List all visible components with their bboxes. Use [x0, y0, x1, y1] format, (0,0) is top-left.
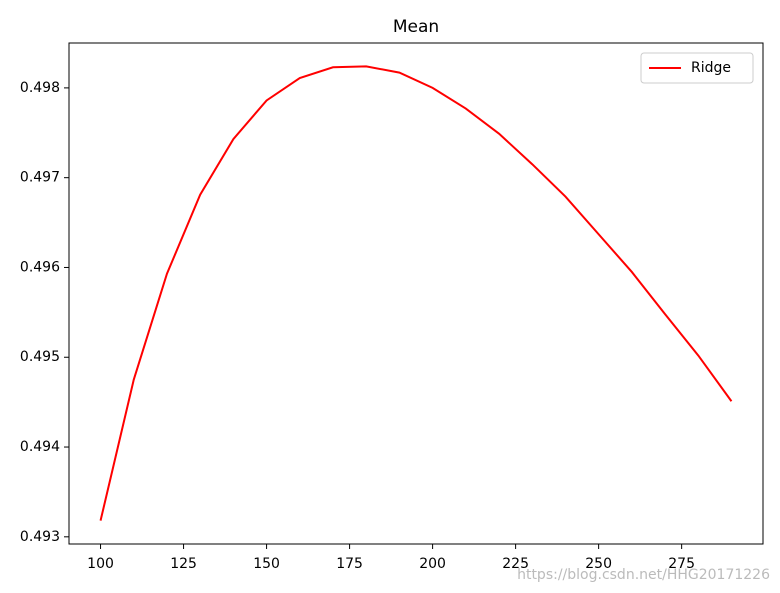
- legend-box: [640, 52, 754, 84]
- x-tick-label: 150: [253, 556, 280, 572]
- x-tick-label: 250: [585, 556, 612, 572]
- chart-title: Mean: [393, 17, 439, 37]
- x-tick-label: 100: [87, 556, 114, 572]
- x-tick-label: 200: [419, 556, 446, 572]
- axes-frame: [68, 42, 764, 545]
- x-tick-label: 175: [336, 556, 363, 572]
- y-tick-label: 0.493: [20, 529, 60, 545]
- x-tick-label: 275: [668, 556, 695, 572]
- y-tick-label: 0.498: [20, 80, 60, 96]
- y-tick-label: 0.497: [20, 170, 60, 186]
- x-tick-label: 225: [502, 556, 529, 572]
- x-tick-label: 125: [170, 556, 197, 572]
- legend-label: Ridge: [691, 60, 731, 76]
- y-tick-label: 0.496: [20, 259, 60, 275]
- y-tick-label: 0.495: [20, 349, 60, 365]
- y-tick-label: 0.494: [20, 439, 60, 455]
- watermark: https://blog.csdn.net/HHG20171226: [517, 567, 770, 583]
- line: [99, 65, 733, 521]
